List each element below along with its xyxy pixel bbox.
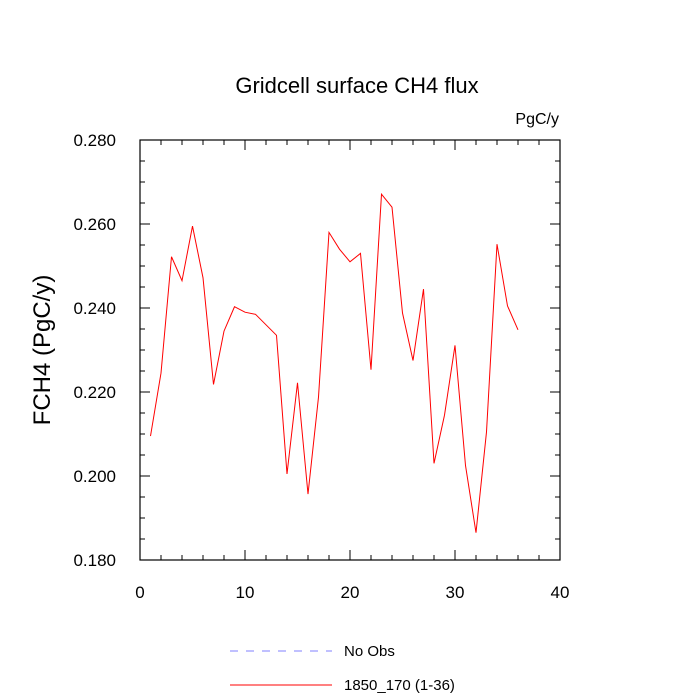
axis-ticks: 0 10 20 30 40 0.180 0.200 0.220 0.240 0.260 0.280 [73, 131, 569, 602]
x-tick-label: 30 [446, 583, 465, 602]
series-line-0 [150, 192, 519, 533]
y-tick-label: 0.180 [73, 551, 116, 570]
x-tick-label: 20 [341, 583, 360, 602]
y-tick-label: 0.200 [73, 467, 116, 486]
units-label: PgC/y [515, 111, 559, 128]
y-tick-label: 0.240 [73, 299, 116, 318]
y-tick-label: 0.280 [73, 131, 116, 150]
x-tick-label: 0 [135, 583, 144, 602]
series-layer [150, 192, 519, 533]
chart-title: Gridcell surface CH4 flux [235, 73, 478, 98]
legend: No Obs 1850_170 (1-36) [230, 643, 455, 694]
legend-label-0: 1850_170 (1-36) [344, 677, 455, 694]
y-tick-label: 0.220 [73, 383, 116, 402]
legend-label-1: No Obs [344, 643, 395, 660]
x-tick-label: 40 [551, 583, 570, 602]
x-tick-label: 10 [236, 583, 255, 602]
plot-frame [139, 139, 561, 561]
y-axis-label: FCH4 (PgC/y) [29, 275, 56, 426]
y-tick-label: 0.260 [73, 215, 116, 234]
